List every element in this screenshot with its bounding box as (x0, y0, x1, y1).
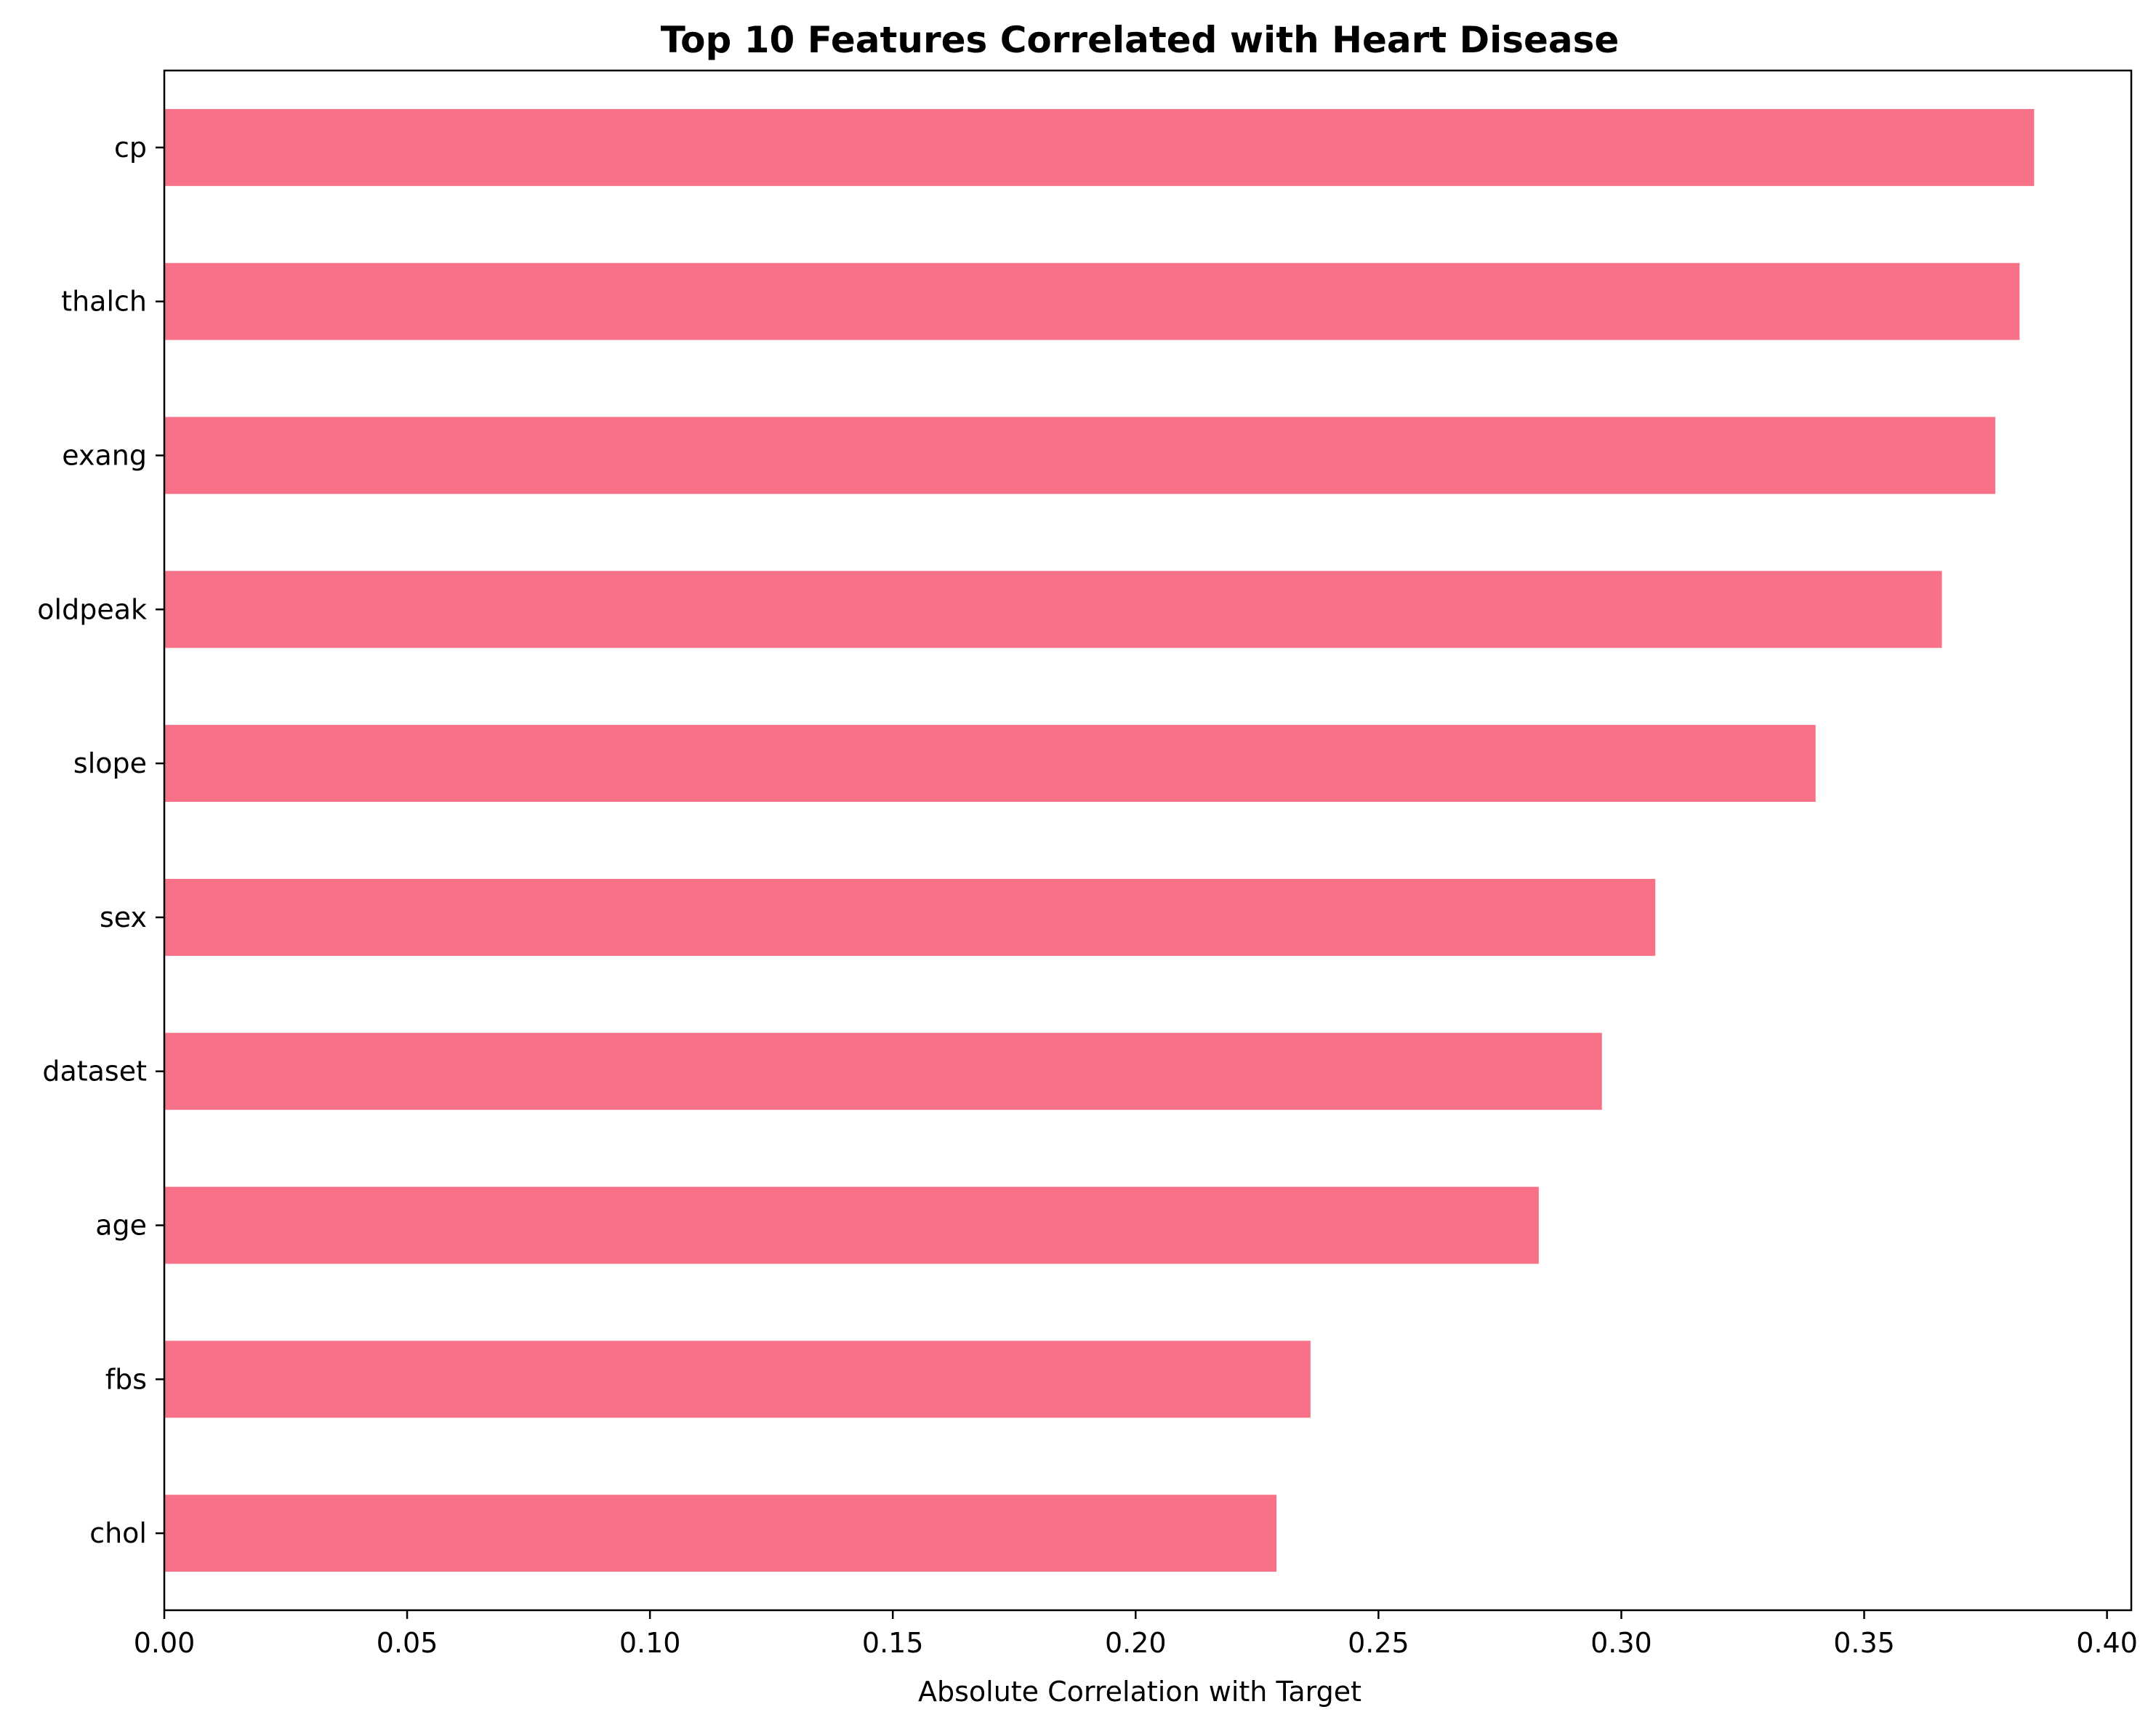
bar-dataset (164, 1032, 1602, 1110)
y-tick-label-sex: sex (100, 901, 147, 933)
bar-sex (164, 878, 1656, 956)
chart-title: Top 10 Features Correlated with Heart Di… (661, 19, 1620, 61)
x-tick-label: 0.35 (1833, 1627, 1895, 1659)
bar-thalch (164, 262, 2020, 340)
y-tick-label-exang: exang (62, 440, 147, 472)
x-tick-label: 0.30 (1590, 1627, 1652, 1659)
bar-age (164, 1186, 1539, 1264)
y-tick-label-dataset: dataset (42, 1056, 147, 1088)
bar-oldpeak (164, 571, 1942, 648)
bar-fbs (164, 1341, 1311, 1418)
y-tick-label-fbs: fbs (105, 1363, 147, 1395)
bar-cp (164, 108, 2035, 186)
x-tick-label: 0.15 (862, 1627, 924, 1659)
y-tick-label-cp: cp (114, 132, 147, 164)
x-tick-label: 0.05 (377, 1627, 438, 1659)
x-axis-ticks: 0.00 0.05 0.10 0.15 0.20 0.25 0.30 0.35 0.40 (134, 1610, 2138, 1659)
plot-frame (163, 69, 2133, 1612)
x-tick-label: 0.25 (1348, 1627, 1409, 1659)
bar-slope (164, 725, 1816, 803)
x-tick-label: 0.00 (134, 1627, 196, 1659)
y-tick-label-oldpeak: oldpeak (37, 593, 147, 625)
bars-group (164, 108, 2035, 1572)
x-axis-label: Absolute Correlation with Target (918, 1676, 1361, 1708)
y-tick-label-slope: slope (73, 747, 147, 779)
y-tick-label-thalch: thalch (61, 286, 147, 318)
y-axis-ticks: cp thalch exang oldpeak slope sex dataset age fb… (37, 132, 164, 1549)
bar-exang (164, 417, 1995, 494)
x-tick-label: 0.20 (1105, 1627, 1167, 1659)
bar-chol (164, 1495, 1277, 1572)
x-tick-label: 0.10 (619, 1627, 681, 1659)
y-tick-label-chol: chol (89, 1517, 147, 1549)
y-tick-label-age: age (95, 1210, 147, 1242)
x-tick-label: 0.40 (2076, 1627, 2138, 1659)
